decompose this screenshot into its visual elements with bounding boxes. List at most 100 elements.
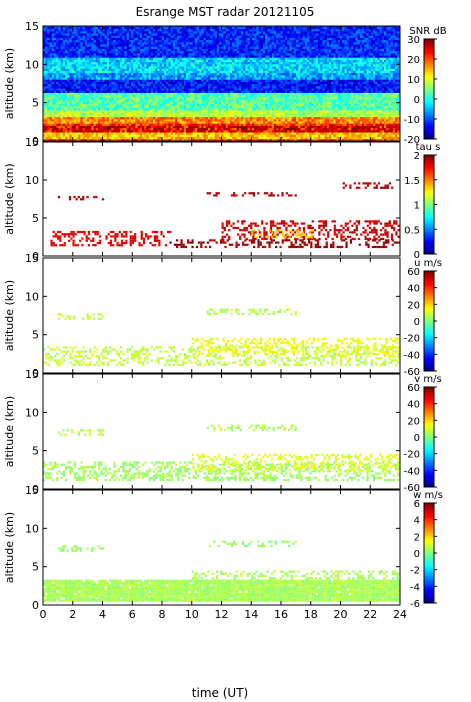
heatmap-cell: [214, 119, 218, 122]
heatmap-cell: [192, 112, 196, 115]
heatmap-cell: [285, 127, 288, 131]
heatmap-cell: [124, 79, 127, 82]
heatmap-cell: [333, 123, 336, 126]
heatmap-cell: [214, 72, 218, 76]
heatmap-cell: [89, 99, 92, 102]
heatmap-cell: [388, 83, 391, 87]
heatmap-cell: [307, 130, 310, 133]
heatmap-cell: [166, 105, 169, 109]
heatmap-cell: [245, 130, 248, 133]
heatmap-cell: [238, 79, 242, 82]
heatmap-cell: [120, 105, 123, 109]
heatmap-cell: [89, 83, 92, 87]
heatmap-cell: [304, 125, 308, 129]
heatmap-cell: [258, 116, 262, 120]
heatmap-cell: [322, 99, 325, 102]
heatmap-cell: [159, 123, 163, 126]
heatmap-cell: [166, 138, 169, 141]
heatmap-cell: [300, 112, 303, 115]
heatmap-cell: [298, 138, 301, 141]
heatmap-cell: [322, 75, 325, 78]
heatmap-cell: [322, 127, 325, 131]
heatmap-cell: [256, 99, 259, 102]
heatmap-cell: [60, 125, 64, 129]
heatmap-cell: [377, 75, 380, 78]
heatmap-cell: [49, 110, 53, 113]
heatmap-cell: [287, 119, 290, 122]
heatmap-cell: [153, 72, 156, 76]
heatmap-cell: [175, 94, 178, 98]
heatmap-cell: [254, 130, 257, 133]
heatmap-cell: [122, 101, 125, 104]
heatmap-cell: [249, 90, 253, 93]
heatmap-cell: [175, 103, 178, 107]
heatmap-cell: [155, 123, 158, 126]
heatmap-cell: [346, 90, 350, 93]
heatmap-cell: [340, 94, 343, 98]
heatmap-cell: [315, 132, 319, 135]
heatmap-cell: [172, 121, 176, 124]
heatmap-cell: [122, 97, 125, 100]
heatmap-cell: [326, 119, 330, 122]
heatmap-cell: [379, 103, 383, 107]
heatmap-cell: [54, 116, 57, 120]
heatmap-cell: [366, 130, 369, 133]
heatmap-cell: [164, 119, 167, 122]
heatmap-cell: [164, 97, 167, 100]
heatmap-cell: [78, 77, 81, 80]
heatmap-cell: [133, 127, 136, 131]
heatmap-cell: [117, 72, 121, 76]
heatmap-cell: [340, 105, 343, 109]
heatmap-cell: [230, 105, 233, 109]
heatmap-cell: [384, 81, 387, 85]
heatmap-cell: [236, 138, 240, 141]
heatmap-cell: [243, 99, 246, 102]
heatmap-cell: [159, 75, 163, 78]
heatmap-cell: [278, 99, 281, 102]
heatmap-cell: [390, 116, 394, 120]
heatmap-cell: [51, 108, 55, 111]
heatmap-cell: [45, 77, 48, 80]
heatmap-cell: [362, 94, 365, 98]
heatmap-cell: [135, 99, 138, 102]
heatmap-cell: [326, 77, 330, 80]
heatmap-cell: [223, 77, 226, 80]
heatmap-cell: [133, 79, 136, 82]
heatmap-cell: [252, 138, 255, 141]
heatmap-cell: [150, 81, 154, 85]
heatmap-cell: [69, 110, 72, 113]
heatmap-cell: [56, 114, 59, 118]
heatmap-cell: [177, 77, 180, 80]
heatmap-cell: [135, 103, 138, 107]
heatmap-cell: [311, 112, 314, 115]
heatmap-cell: [355, 112, 358, 115]
heatmap-cell: [192, 108, 196, 111]
heatmap-cell: [146, 101, 149, 104]
heatmap-cell: [104, 127, 108, 131]
heatmap-cell: [265, 119, 268, 122]
heatmap-cell: [113, 119, 116, 122]
heatmap-cell: [234, 97, 237, 100]
heatmap-cell: [353, 136, 356, 140]
heatmap-cell: [51, 116, 55, 120]
heatmap-cell: [106, 99, 110, 102]
heatmap-cell: [362, 92, 365, 96]
heatmap-cell: [249, 86, 253, 89]
heatmap-cell: [285, 101, 288, 104]
heatmap-cell: [293, 81, 297, 85]
heatmap-cell: [60, 127, 64, 131]
heatmap-cell: [298, 127, 301, 131]
heatmap-cell: [113, 116, 116, 120]
heatmap-cell: [214, 94, 218, 98]
heatmap-cell: [47, 103, 50, 107]
heatmap-cell: [95, 90, 99, 93]
heatmap-cell: [197, 138, 200, 141]
heatmap-cell: [296, 88, 299, 91]
heatmap-cell: [236, 90, 240, 93]
heatmap-cell: [293, 114, 297, 118]
heatmap-cell: [395, 92, 398, 96]
heatmap-cell: [91, 110, 94, 113]
heatmap-cell: [225, 119, 229, 122]
heatmap-cell: [58, 134, 61, 137]
heatmap-cell: [89, 88, 92, 91]
